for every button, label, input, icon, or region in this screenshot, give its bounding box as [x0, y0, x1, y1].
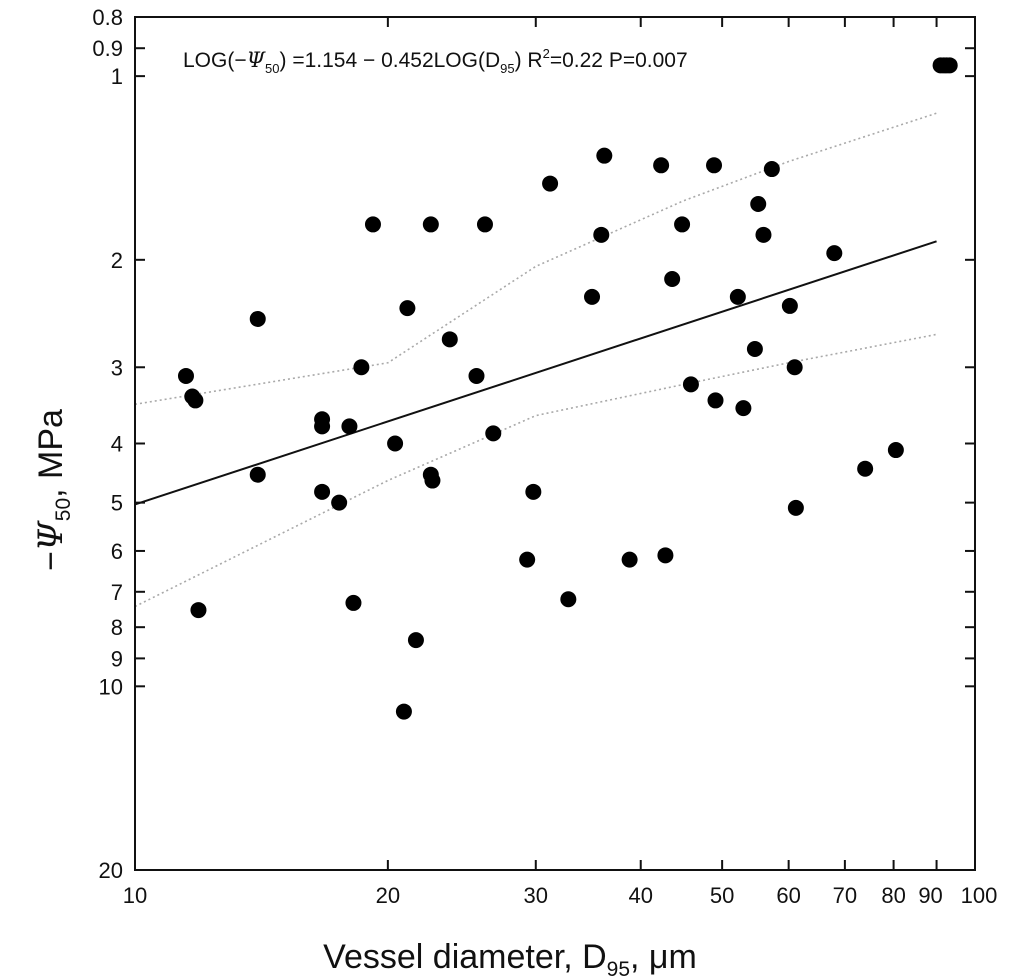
data-point: [735, 400, 752, 417]
data-point: [249, 466, 266, 483]
eq-psi-subscript: 50: [265, 61, 279, 76]
x-tick-label: 10: [123, 883, 147, 908]
regression-line: [134, 240, 937, 506]
x-tick-label: 90: [918, 883, 942, 908]
regression-equation: LOG(−Ψ50) =1.154 − 0.452LOG(D95) R2=0.22…: [183, 46, 688, 76]
y-tick-label: 1: [111, 64, 123, 89]
data-point: [593, 226, 610, 243]
x-title-main: Vessel diameter, D: [323, 938, 606, 976]
data-point: [331, 494, 348, 511]
y-title-psi: Ψ: [31, 520, 71, 551]
y-tick-label: 9: [111, 646, 123, 671]
data-point: [387, 435, 404, 452]
eq-middle: ) =1.154 − 0.452LOG(D: [280, 49, 501, 72]
eq-prefix: LOG(−: [183, 49, 247, 72]
data-point: [729, 288, 746, 305]
y-tick-label: 8: [111, 615, 123, 640]
data-point: [407, 632, 424, 649]
data-point: [177, 367, 194, 384]
data-point: [353, 359, 370, 376]
data-point: [674, 216, 691, 233]
x-tick-label: 40: [628, 883, 652, 908]
y-axis-title: −Ψ50, MPa: [31, 409, 75, 571]
data-point: [542, 175, 559, 192]
data-point: [345, 594, 362, 611]
data-point: [468, 367, 485, 384]
data-point: [314, 418, 331, 435]
y-tick-label: 4: [111, 432, 123, 457]
eq-d-subscript: 95: [500, 61, 514, 76]
y-tick-label: 0.8: [92, 5, 123, 30]
data-point: [664, 270, 681, 287]
y-tick-label: 10: [99, 674, 123, 699]
x-tick-label: 30: [524, 883, 548, 908]
x-tick-label: 80: [881, 883, 905, 908]
data-point: [395, 703, 412, 720]
data-point: [763, 161, 780, 178]
x-tick-label: 70: [833, 883, 857, 908]
eq-stats: =0.22 P=0.007: [550, 49, 688, 72]
eq-r-label: ) R: [515, 49, 543, 72]
data-point: [424, 472, 441, 489]
x-title-subscript: 95: [607, 958, 630, 980]
regression-line-group: [134, 240, 937, 506]
data-point: [621, 551, 638, 568]
data-point: [190, 602, 207, 619]
x-tick-label: 50: [710, 883, 734, 908]
eq-psi-symbol: Ψ: [247, 48, 267, 72]
y-tick-label: 6: [111, 539, 123, 564]
data-point: [560, 591, 577, 608]
plot-frame: [134, 16, 976, 871]
data-point: [314, 483, 331, 500]
confidence-band-upper: [134, 112, 937, 406]
data-point: [787, 499, 804, 516]
data-point: [364, 216, 381, 233]
data-point: [525, 483, 542, 500]
y-title-subscript: 50: [52, 498, 75, 521]
data-point: [519, 551, 536, 568]
data-point: [857, 460, 874, 477]
data-point: [746, 340, 763, 357]
data-point: [485, 425, 502, 442]
x-title-unit: , μm: [630, 938, 697, 976]
y-tick-label: 7: [111, 580, 123, 605]
data-point: [941, 57, 958, 74]
data-point: [596, 147, 613, 164]
y-title-unit: , MPa: [32, 409, 70, 498]
data-point: [887, 442, 904, 459]
y-tick-label: 20: [99, 858, 123, 883]
data-point: [249, 310, 266, 327]
data-point: [341, 418, 358, 435]
data-point: [584, 288, 601, 305]
x-tick-label: 60: [776, 883, 800, 908]
data-point: [750, 195, 767, 212]
x-axis-title: Vessel diameter, D95, μm: [323, 938, 697, 980]
data-point: [786, 359, 803, 376]
data-point: [781, 297, 798, 314]
y-tick-label: 0.9: [92, 36, 123, 61]
y-tick-label: 3: [111, 355, 123, 380]
confidence-band: [134, 112, 937, 608]
y-tick-label: 2: [111, 248, 123, 273]
data-point: [187, 392, 204, 409]
x-tick-label: 20: [376, 883, 400, 908]
data-point: [476, 216, 493, 233]
data-point: [707, 392, 724, 409]
data-point: [399, 300, 416, 317]
data-point: [826, 245, 843, 262]
y-tick-label: 5: [111, 491, 123, 516]
data-point: [441, 331, 458, 348]
data-points: [177, 57, 958, 720]
data-point: [682, 376, 699, 393]
data-point: [755, 226, 772, 243]
y-title-minus: −: [32, 551, 70, 571]
data-point: [657, 547, 674, 564]
eq-r-superscript: 2: [543, 46, 550, 61]
data-point: [653, 157, 670, 174]
data-point: [706, 157, 723, 174]
x-tick-label: 100: [961, 883, 998, 908]
data-point: [422, 216, 439, 233]
